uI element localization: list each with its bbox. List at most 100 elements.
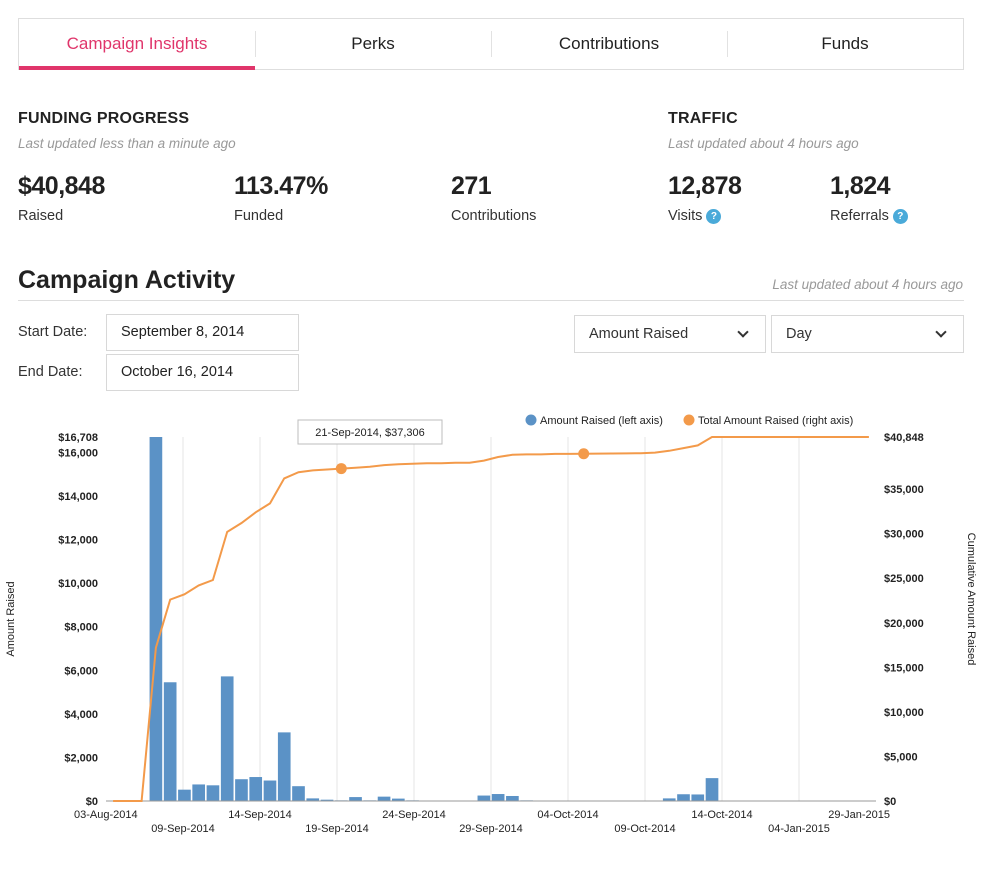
funding-updated-text: Last updated less than a minute ago <box>18 136 236 151</box>
y2-tick-label: $10,000 <box>884 707 924 719</box>
bar <box>677 794 690 801</box>
bar <box>220 676 234 801</box>
x-tick-label: 14-Oct-2014 <box>691 809 752 821</box>
x-tick-label: 29-Sep-2014 <box>459 823 523 835</box>
funded-value: 113.47% <box>234 172 328 200</box>
y2-tick-label: $40,848 <box>884 432 924 444</box>
y2-tick-label: $0 <box>884 796 896 808</box>
bar <box>149 437 163 801</box>
bar <box>705 778 719 801</box>
contributions-value: 271 <box>451 172 492 200</box>
bar <box>249 777 263 801</box>
y-tick-label: $2,000 <box>64 752 98 764</box>
x-tick-label: 03-Aug-2014 <box>74 809 138 821</box>
raised-label: Raised <box>18 208 64 224</box>
y2-tick-label: $20,000 <box>884 618 924 630</box>
visits-label-text: Visits <box>668 208 703 224</box>
y-tick-label: $16,000 <box>58 447 98 459</box>
start-date-label: Start Date: <box>18 324 88 340</box>
bar <box>277 732 291 801</box>
bar <box>178 789 191 801</box>
traffic-heading: TRAFFIC <box>668 110 738 127</box>
y2-axis-title: Cumulative Amount Raised <box>965 533 977 666</box>
tab-campaign-insights[interactable]: Campaign Insights <box>19 19 255 70</box>
y2-tick-label: $15,000 <box>884 662 924 674</box>
bar <box>206 785 220 801</box>
campaign-activity-chart: $0 $2,000 $4,000 $6,000 $8,000 $10,000 $12,000… <box>5 414 977 835</box>
raised-value: $40,848 <box>18 172 105 200</box>
tab-funds[interactable]: Funds <box>727 19 963 69</box>
referrals-label-text: Referrals <box>830 208 889 224</box>
metric-select[interactable]: Amount Raised <box>574 315 766 353</box>
referrals-label: Referrals ? <box>830 208 908 224</box>
help-icon[interactable]: ? <box>706 208 722 224</box>
contributions-label: Contributions <box>451 208 537 224</box>
y2-tick-label: $30,000 <box>884 529 924 541</box>
interval-select[interactable]: Day <box>771 315 964 353</box>
help-icon[interactable]: ? <box>892 208 908 224</box>
bar <box>391 798 405 801</box>
visits-label: Visits ? <box>668 208 722 224</box>
funding-progress-heading: FUNDING PROGRESS <box>18 110 190 127</box>
x-tick-label: 09-Sep-2014 <box>151 823 215 835</box>
legend-label-amount: Amount Raised (left axis) <box>540 415 663 427</box>
y2-tick-label: $35,000 <box>884 484 924 496</box>
y-tick-label: $4,000 <box>64 709 98 721</box>
funded-label: Funded <box>234 208 284 224</box>
visits-value: 12,878 <box>668 172 742 200</box>
referrals-value: 1,824 <box>830 172 891 200</box>
y-tick-label: $10,000 <box>58 578 98 590</box>
x-tick-label: 24-Sep-2014 <box>382 809 446 821</box>
end-date-input[interactable]: October 16, 2014 <box>106 354 299 391</box>
x-tick-label: 04-Jan-2015 <box>768 823 830 835</box>
x-tick-label: 09-Oct-2014 <box>614 823 675 835</box>
tab-contributions[interactable]: Contributions <box>491 19 727 69</box>
tab-perks[interactable]: Perks <box>255 19 491 69</box>
tooltip-box <box>297 419 443 445</box>
line-point <box>578 448 590 460</box>
x-tick-label: 19-Sep-2014 <box>305 823 369 835</box>
bar <box>491 794 505 801</box>
cumulative-line <box>113 436 869 802</box>
campaign-activity-title: Campaign Activity <box>18 266 236 294</box>
y2-tick-label: $25,000 <box>884 573 924 585</box>
bar <box>235 779 248 801</box>
bar <box>306 798 320 801</box>
metric-select-value: Amount Raised <box>589 326 689 342</box>
interval-select-value: Day <box>786 326 812 342</box>
end-date-label: End Date: <box>18 364 83 380</box>
chevron-down-icon <box>737 325 749 338</box>
divider <box>18 300 964 301</box>
bar <box>506 795 519 801</box>
tab-bar: Campaign Insights Perks Contributions Fu… <box>18 18 964 70</box>
chevron-down-icon <box>935 325 947 338</box>
x-tick-label: 04-Oct-2014 <box>537 809 598 821</box>
bar <box>263 780 277 801</box>
tooltip-text: 21-Sep-2014, $37,306 <box>315 427 424 439</box>
y-tick-label: $12,000 <box>58 535 98 547</box>
activity-updated-text: Last updated about 4 hours ago <box>772 277 963 292</box>
start-date-input[interactable]: September 8, 2014 <box>106 314 299 351</box>
bar <box>662 798 676 801</box>
y-tick-label: $14,000 <box>58 491 98 503</box>
y-tick-label: $16,708 <box>58 432 98 444</box>
legend-swatch-amount <box>525 414 537 426</box>
y-axis-title: Amount Raised <box>5 581 17 656</box>
x-tick-label: 29-Jan-2015 <box>828 809 890 821</box>
bar <box>377 796 391 801</box>
traffic-updated-text: Last updated about 4 hours ago <box>668 136 859 151</box>
bar <box>163 682 177 801</box>
y2-tick-label: $5,000 <box>884 751 918 763</box>
bar <box>320 799 334 801</box>
bar <box>192 784 206 801</box>
y-tick-label: $0 <box>86 796 98 808</box>
bar <box>691 794 705 801</box>
bar <box>292 786 305 801</box>
legend-swatch-total <box>683 414 695 426</box>
x-tick-label: 14-Sep-2014 <box>228 809 292 821</box>
y-tick-label: $8,000 <box>64 622 98 634</box>
line-point <box>335 463 347 475</box>
bar <box>349 797 362 801</box>
y-tick-label: $6,000 <box>64 665 98 677</box>
bar <box>477 795 491 801</box>
